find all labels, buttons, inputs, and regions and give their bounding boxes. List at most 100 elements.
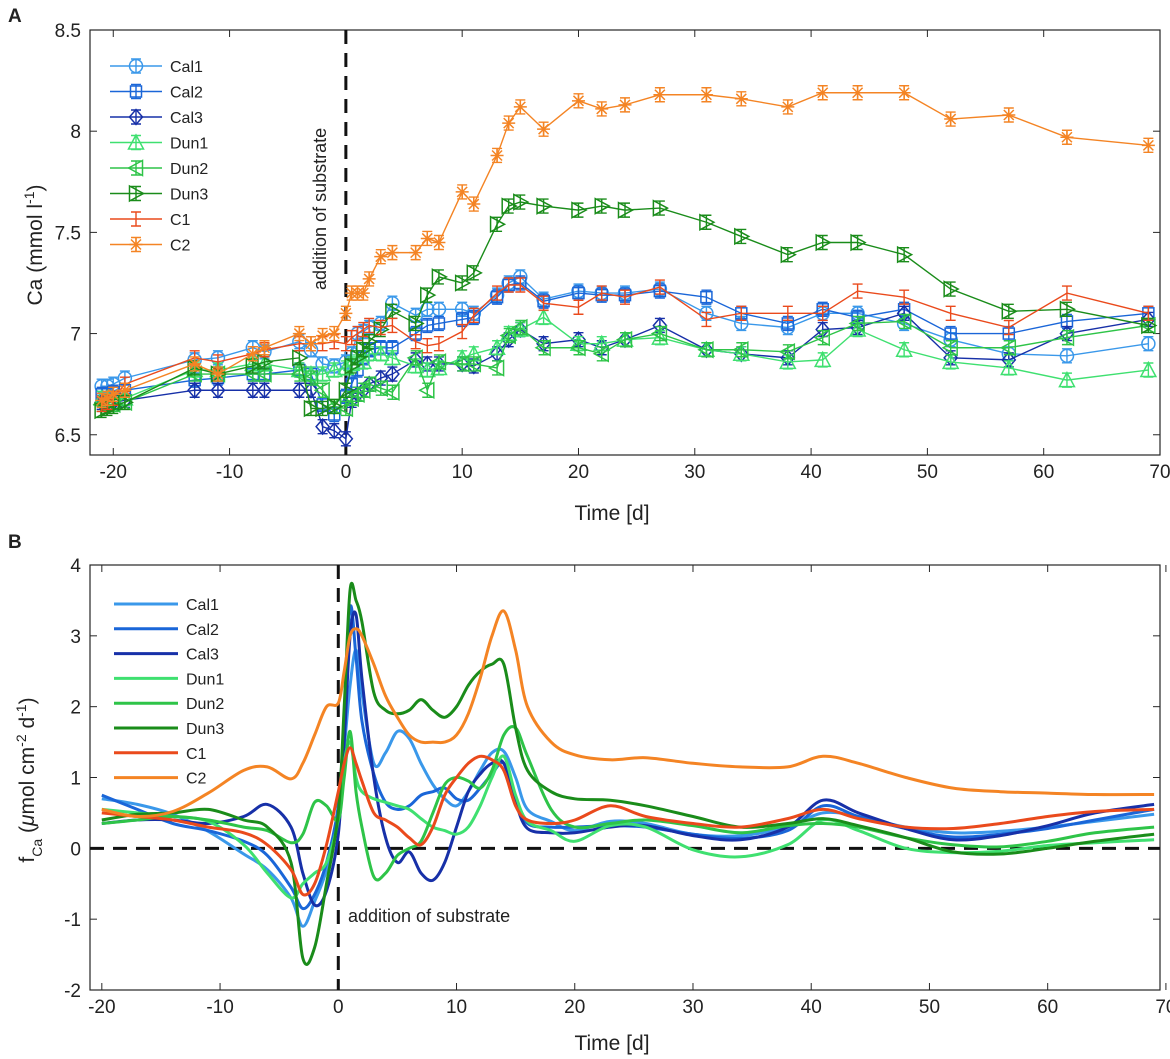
panel-a-error-bar-c1 xyxy=(596,285,607,301)
panel-a-point-dun1 xyxy=(941,352,960,370)
panel-b-series xyxy=(101,581,1155,966)
panel-a-axes: -20 -10 0 10 20 30 40 50 60 70 6.5 7 7.5 8 8.5 Cal1 Cal2… xyxy=(55,21,1170,483)
panel-a-error-bar-c1 xyxy=(410,333,421,350)
panel-a-error-bar-cal2 xyxy=(433,315,444,332)
panel-a-error-bar-c1 xyxy=(340,335,351,352)
panel-a-y-tick-label: 7 xyxy=(70,325,81,346)
panel-a-point-dun2 xyxy=(255,365,272,383)
panel-a-point-cal1 xyxy=(1059,348,1075,364)
panel-a-y-axis-label: Ca (mmol l-1) xyxy=(21,185,47,306)
panel-a-point-dun2 xyxy=(650,324,668,343)
panel-a-point-cal2 xyxy=(700,290,713,304)
panel-a-point-dun2 xyxy=(429,353,447,371)
panel-a-point-c2 xyxy=(100,391,114,405)
panel-a-point-dun2 xyxy=(778,343,796,361)
panel-a-point-dun3 xyxy=(431,268,449,286)
panel-a-point-dun1 xyxy=(534,308,553,325)
panel-a-point-dun3 xyxy=(338,381,355,399)
panel-a-point-dun2 xyxy=(999,338,1017,357)
panel-a-point-c2 xyxy=(362,272,376,286)
panel-a-legend-marker-c2 xyxy=(129,238,143,251)
panel-a-error-bar-c1 xyxy=(620,289,630,305)
panel-a-point-c2 xyxy=(95,393,109,407)
panel-a-point-dun3 xyxy=(245,357,262,375)
panel-a-point-c2 xyxy=(339,306,353,320)
panel-a-legend-label-c2: C2 xyxy=(170,238,191,255)
panel-a-x-axis-label: Time [d] xyxy=(574,502,649,525)
panel-a-point-dun2 xyxy=(569,338,586,357)
panel-a-point-c2 xyxy=(118,383,132,397)
panel-a-point-dun2 xyxy=(360,375,377,393)
panel-a-point-dun3 xyxy=(420,286,437,304)
panel-a-legend-label-cal3: Cal3 xyxy=(170,110,203,127)
panel-a-point-dun3 xyxy=(1001,302,1018,321)
panel-a-point-cal3 xyxy=(210,381,226,399)
panel-a-legend-label-dun3: Dun3 xyxy=(170,187,208,204)
panel-a-point-c2 xyxy=(1060,130,1074,144)
panel-a-annotation: addition of substrate xyxy=(310,128,330,290)
panel-a-error-bar-c1 xyxy=(782,305,793,322)
panel-a-error-bar-dun3 xyxy=(468,265,479,281)
panel-b-series-line-cal1 xyxy=(101,648,1155,928)
panel-a-point-dun2 xyxy=(499,326,516,345)
panel-a-point-c2 xyxy=(356,286,370,300)
panel-a-point-c2 xyxy=(699,88,713,102)
panel-a-point-dun3 xyxy=(361,332,379,351)
panel-a-point-dun3 xyxy=(699,213,716,232)
panel-a-point-dun3 xyxy=(896,245,914,264)
panel-b-legend-label-dun1: Dun1 xyxy=(186,671,224,688)
panel-a-point-c2 xyxy=(211,367,225,381)
panel-a-point-dun3 xyxy=(1141,316,1158,335)
panel-a-point-dun3 xyxy=(356,341,373,359)
panel-a-legend-marker-dun2 xyxy=(126,159,144,177)
panel-a-error-bar-c1 xyxy=(387,317,398,334)
panel-a-legend-marker-cal2 xyxy=(129,85,143,98)
panel-a-point-cal2 xyxy=(572,286,585,300)
panel-a-point-c2 xyxy=(897,86,911,100)
panel-a-point-dun1 xyxy=(313,364,332,382)
panel-b-series-line-dun3 xyxy=(101,581,1155,966)
panel-a-point-dun2 xyxy=(534,338,551,357)
panel-a-point-dun1 xyxy=(337,358,355,376)
panel-a-point-dun3 xyxy=(943,280,960,298)
panel-a-error-bar-dun3 xyxy=(945,281,956,297)
panel-a-axes-box xyxy=(89,29,1161,456)
panel-b-series-line-dun1 xyxy=(101,740,1155,900)
panel-a-error-bar-c1 xyxy=(515,277,526,293)
panel-a-point-dun2 xyxy=(615,330,633,349)
panel-a-error-bar-c1 xyxy=(468,307,479,324)
panel-b-legend-label-dun3: Dun3 xyxy=(186,721,224,738)
panel-a-error-bar-dun3 xyxy=(736,228,747,245)
panel-a-point-dun3 xyxy=(513,193,530,211)
panel-a-point-cal2 xyxy=(432,317,446,330)
panel-a-x-tick-label: 70 xyxy=(1149,462,1170,483)
panel-a-point-dun3 xyxy=(734,227,751,246)
panel-a-label: A xyxy=(8,6,22,27)
panel-a-legend-marker-dun1 xyxy=(127,133,145,150)
panel-a-point-c2 xyxy=(571,94,585,108)
panel-a-point-dun3 xyxy=(303,399,321,418)
panel-a-point-cal3 xyxy=(256,381,272,399)
panel-a-point-dun3 xyxy=(326,397,344,416)
panel-a-point-c2 xyxy=(944,112,958,126)
panel-a-error-bar-dun2 xyxy=(422,382,433,398)
panel-a-point-dun2 xyxy=(464,355,482,373)
panel-a-point-c2 xyxy=(653,88,667,102)
panel-a-point-dun3 xyxy=(385,302,402,321)
panel-b-legend-label-c1: C1 xyxy=(186,746,207,763)
panel-a-point-c2 xyxy=(513,100,527,114)
panel-a-point-cal3 xyxy=(338,430,354,448)
panel-a-point-cal3 xyxy=(245,381,261,399)
panel-a-error-bar-c1 xyxy=(352,325,363,342)
panel-a-legend-label-c1: C1 xyxy=(170,212,191,229)
panel-a-x-tick-label: -10 xyxy=(216,462,243,483)
panel-a-error-bar-cal3 xyxy=(387,366,398,382)
panel-a-error-bar-c1 xyxy=(538,295,549,311)
panel-a-point-dun3 xyxy=(652,199,669,217)
panel-a-error-bar-dun3 xyxy=(899,246,910,263)
panel-a-point-dun2 xyxy=(371,379,389,397)
panel-b-series-line-c2 xyxy=(101,609,1155,819)
panel-a-legend-errorbar-c1 xyxy=(131,211,141,227)
panel-a-point-c2 xyxy=(304,337,318,351)
